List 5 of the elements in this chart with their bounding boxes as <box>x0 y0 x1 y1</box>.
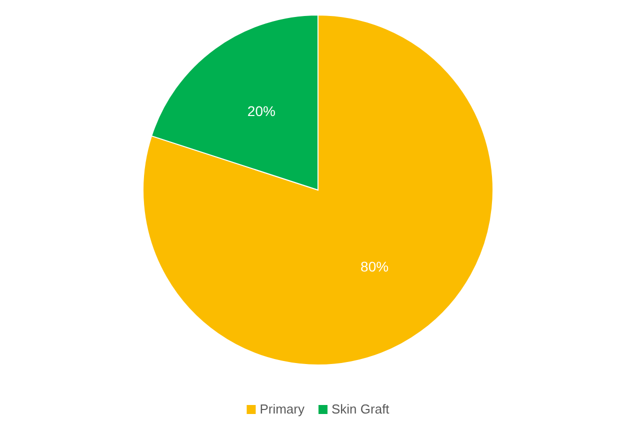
legend-label: Primary <box>260 401 305 416</box>
pie-slice <box>142 14 494 366</box>
data-label: 80% <box>360 258 389 275</box>
legend-label: Skin Graft <box>331 401 390 416</box>
data-label: 20% <box>247 102 276 119</box>
